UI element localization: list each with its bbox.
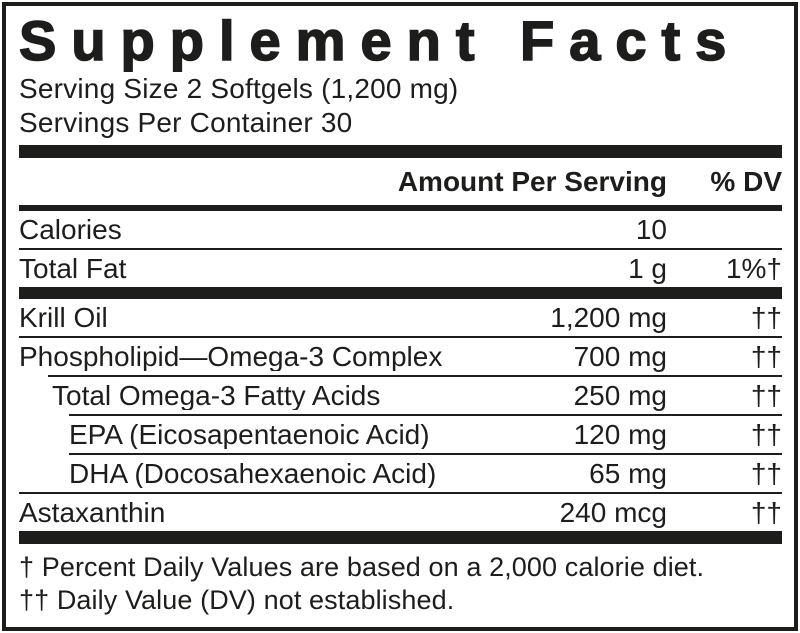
divider-bar-thick-top bbox=[19, 145, 782, 158]
ingredients-section: Krill Oil 1,200 mg †† Phospholipid—Omega-3 … bbox=[19, 299, 782, 531]
row-divider bbox=[69, 453, 782, 455]
row-amount: 1,200 mg bbox=[550, 302, 667, 333]
column-header-percent-dv: % DV bbox=[710, 166, 782, 197]
row-divider bbox=[19, 248, 782, 250]
row-amount: 120 mg bbox=[573, 419, 667, 450]
row-amount: 65 mg bbox=[589, 458, 667, 489]
footnotes-section: † Percent Daily Values are based on a 2,… bbox=[19, 551, 782, 617]
row-name: Phospholipid—Omega-3 Complex bbox=[19, 342, 443, 371]
row-name: Calories bbox=[19, 215, 122, 244]
row-dv: †† bbox=[750, 302, 782, 333]
footnote-dv-not-established: †† Daily Value (DV) not established. bbox=[19, 585, 455, 615]
row-dv: †† bbox=[750, 380, 782, 411]
row-amount: 250 mg bbox=[573, 380, 667, 411]
row-divider bbox=[69, 414, 782, 416]
row-divider bbox=[19, 492, 782, 494]
row-name: Krill Oil bbox=[19, 303, 108, 332]
divider-bar-thick-bottom bbox=[19, 531, 782, 544]
divider-bar-thick-middle bbox=[19, 287, 782, 299]
table-row: Total Fat 1 g 1%† bbox=[19, 250, 782, 287]
servings-per-container-text: Servings Per Container 30 bbox=[19, 107, 353, 138]
footnote-daily-values: † Percent Daily Values are based on a 2,… bbox=[19, 552, 705, 582]
serving-size-text: Serving Size 2 Softgels (1,200 mg) bbox=[19, 73, 459, 104]
table-row: Calories 10 bbox=[19, 211, 782, 248]
row-amount: 1 g bbox=[628, 253, 667, 284]
divider-bar-header bbox=[19, 205, 782, 211]
table-row: EPA (Eicosapentaenoic Acid) 120 mg †† bbox=[19, 416, 782, 453]
row-amount: 240 mcg bbox=[559, 497, 667, 528]
row-divider bbox=[19, 336, 782, 338]
row-amount: 10 bbox=[635, 214, 667, 245]
row-dv: †† bbox=[750, 419, 782, 450]
row-amount: 700 mg bbox=[573, 341, 667, 372]
row-dv: †† bbox=[750, 341, 782, 372]
row-name: Total Omega-3 Fatty Acids bbox=[52, 381, 381, 410]
row-name: EPA (Eicosapentaenoic Acid) bbox=[69, 420, 430, 449]
row-name: DHA (Docosahexaenoic Acid) bbox=[69, 459, 437, 488]
table-row: Krill Oil 1,200 mg †† bbox=[19, 299, 782, 336]
table-row: Total Omega-3 Fatty Acids 250 mg †† bbox=[19, 377, 782, 414]
column-header-amount-per-serving: Amount Per Serving bbox=[397, 166, 667, 197]
calories-fat-section: Calories 10 Total Fat 1 g 1%† bbox=[19, 211, 782, 287]
table-row: Astaxanthin 240 mcg †† bbox=[19, 494, 782, 531]
row-dv: †† bbox=[750, 497, 782, 528]
row-name: Astaxanthin bbox=[19, 498, 166, 527]
row-name: Total Fat bbox=[19, 254, 127, 283]
column-header-row: Amount Per Serving % DV bbox=[19, 158, 782, 205]
row-dv: †† bbox=[750, 458, 782, 489]
table-row: DHA (Docosahexaenoic Acid) 65 mg †† bbox=[19, 455, 782, 492]
row-divider bbox=[48, 375, 782, 377]
row-dv: 1%† bbox=[725, 253, 782, 284]
label-title: Supplement Facts bbox=[19, 10, 742, 72]
table-row: Phospholipid—Omega-3 Complex 700 mg †† bbox=[19, 338, 782, 375]
